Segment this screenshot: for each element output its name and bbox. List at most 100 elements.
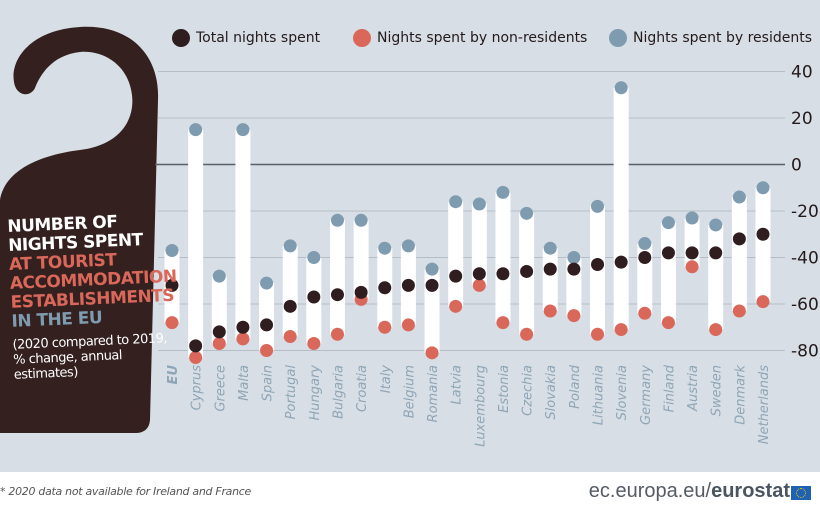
dot-non-residents: [591, 327, 605, 341]
y-tick-label: 0: [791, 156, 802, 176]
legend-dot-non-residents: [353, 29, 371, 47]
x-tick-label: Portugal: [284, 365, 299, 420]
legend-item-non-residents: Nights spent by non-residents: [353, 26, 587, 50]
x-tick-label: Finland: [662, 364, 677, 412]
range-bar: [329, 220, 345, 335]
dot-total: [591, 257, 605, 271]
dot-residents: [354, 213, 368, 227]
x-tick-label: Greece: [213, 365, 228, 412]
legend-label-residents: Nights spent by residents: [633, 30, 812, 46]
footer-domain: ec.europa.eu/: [588, 480, 712, 502]
legend-label-non-residents: Nights spent by non-residents: [377, 30, 588, 46]
dot-non-residents: [732, 304, 746, 318]
door-hanger-shape: [0, 26, 159, 434]
range-bar: [282, 245, 298, 337]
range-bar: [188, 129, 204, 358]
dot-non-residents: [378, 320, 392, 334]
dot-non-residents: [212, 337, 226, 351]
dot-non-residents: [283, 330, 297, 344]
dot-total: [260, 318, 274, 332]
range-bar: [708, 224, 724, 330]
dot-residents: [543, 241, 557, 255]
y-tick-label: 40: [791, 63, 813, 83]
dot-total: [165, 278, 179, 292]
dot-residents: [425, 262, 439, 276]
eurostat-link[interactable]: ec.europa.eu/eurostat: [589, 480, 790, 503]
dot-residents: [212, 269, 226, 283]
dot-non-residents: [638, 306, 652, 320]
dot-residents: [378, 241, 392, 255]
x-tick-label: Germany: [639, 365, 654, 425]
dot-total: [472, 267, 486, 281]
dot-total: [189, 339, 203, 353]
dot-total: [354, 285, 368, 299]
dot-total: [449, 269, 463, 283]
dot-total: [661, 246, 675, 260]
dot-residents: [283, 239, 297, 253]
y-tick-label: 20: [791, 109, 813, 129]
dot-residents: [638, 237, 652, 251]
x-tick-label: Croatia: [355, 365, 370, 412]
x-tick-label: Denmark: [733, 365, 748, 425]
x-tick-label: Romania: [426, 365, 441, 422]
range-bar: [613, 87, 629, 330]
dot-total: [520, 264, 534, 278]
y-tick-label: -60: [791, 295, 819, 315]
dot-non-residents: [756, 295, 770, 309]
x-tick-label: Hungary: [308, 365, 323, 421]
footer-note: * 2020 data not available for Ireland an…: [0, 485, 251, 498]
dot-total: [732, 232, 746, 246]
dot-non-residents: [567, 309, 581, 323]
dot-total: [378, 281, 392, 295]
dot-total: [330, 288, 344, 302]
y-tick-label: -40: [791, 249, 819, 269]
dot-total: [543, 262, 557, 276]
dot-residents: [756, 181, 770, 195]
dot-non-residents: [307, 337, 321, 351]
x-tick-label: Latvia: [450, 365, 465, 405]
dot-total: [756, 227, 770, 241]
eu-flag-icon: [791, 486, 811, 500]
x-tick-label: Italy: [379, 365, 394, 394]
dot-non-residents: [401, 318, 415, 332]
dot-residents: [614, 81, 628, 95]
dot-residents: [685, 211, 699, 225]
dot-total: [283, 299, 297, 313]
dot-non-residents: [614, 323, 628, 337]
dot-non-residents: [165, 316, 179, 330]
dot-residents: [591, 199, 605, 213]
x-tick-label: Poland: [568, 364, 583, 409]
dot-non-residents: [520, 327, 534, 341]
dot-non-residents: [472, 278, 486, 292]
dot-non-residents: [685, 260, 699, 274]
dot-total: [614, 255, 628, 269]
dot-total: [212, 325, 226, 339]
range-bar: [259, 283, 275, 351]
legend-dot-total: [172, 29, 190, 47]
x-tick-label: Lithuania: [592, 365, 607, 425]
range-bar: [731, 197, 747, 311]
x-tick-label: Luxembourg: [473, 365, 488, 447]
x-tick-label: Estonia: [497, 365, 512, 413]
hanger-title: NUMBER OF NIGHTS SPENT AT TOURIST ACCOMM…: [7, 211, 181, 383]
y-tick-label: -20: [791, 202, 819, 222]
dot-residents: [236, 123, 250, 137]
range-bar: [448, 201, 464, 307]
x-tick-label: Malta: [237, 365, 252, 401]
dot-non-residents: [496, 316, 510, 330]
x-tick-label: Belgium: [402, 365, 417, 418]
x-tick-label: Austria: [686, 365, 701, 412]
dot-non-residents: [661, 316, 675, 330]
chart-area: 40 20 0 -20 -40 -60 -80 EU Cyprus Greece Malta Spa…: [0, 26, 819, 447]
dot-total: [236, 320, 250, 334]
dot-residents: [189, 123, 203, 137]
x-tick-label: Spain: [261, 365, 276, 401]
dot-total: [425, 278, 439, 292]
dot-total: [638, 251, 652, 264]
dot-residents: [496, 185, 510, 199]
range-bar: [495, 192, 511, 323]
dot-residents: [472, 197, 486, 211]
range-bar: [353, 220, 369, 300]
dot-residents: [449, 195, 463, 209]
legend-item-total: Total nights spent: [172, 26, 320, 50]
